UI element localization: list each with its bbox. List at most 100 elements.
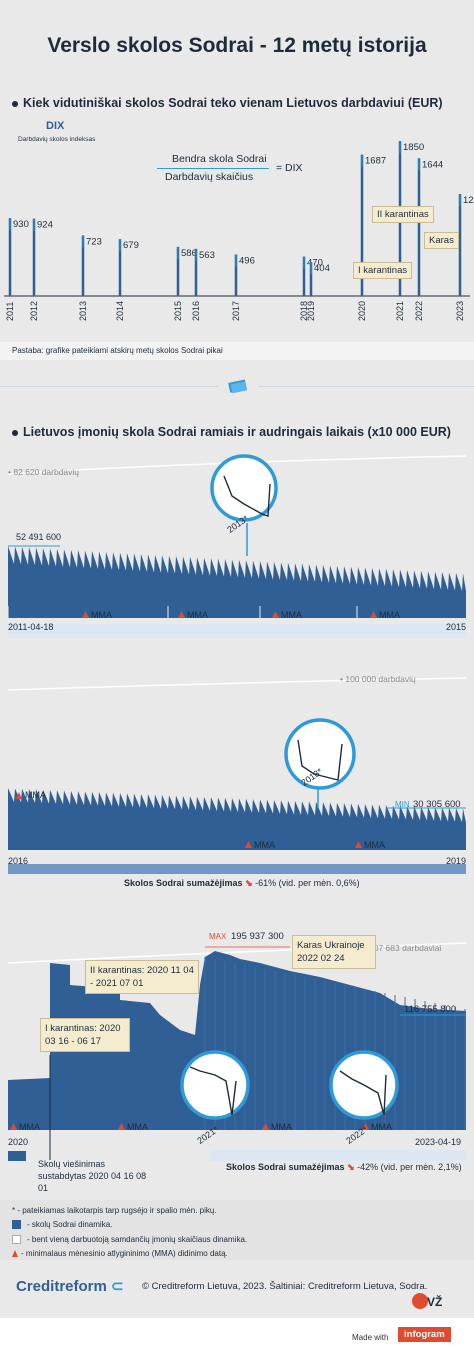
mma-marker — [272, 611, 279, 618]
dix-value-label: 1644 — [422, 159, 443, 170]
dix-year-label: 2022 — [414, 301, 424, 321]
dix-year-label: 2019 — [306, 301, 316, 321]
p2-inset-line — [297, 739, 343, 781]
formula-numerator: Bendra skola Sodrai — [172, 153, 267, 165]
mma-marker — [178, 611, 185, 618]
p1-debt-area — [8, 546, 466, 618]
legend-bg — [0, 1200, 474, 1260]
mma-marker — [355, 841, 362, 848]
p3-q2-box: II karantinas: 2020 11 04 - 2021 07 01 — [85, 960, 199, 994]
mma-marker — [262, 1123, 269, 1130]
vz-logo: VŽ — [410, 1290, 454, 1312]
p2-mma-start: MMA — [16, 790, 46, 800]
divider-right — [258, 386, 474, 387]
dix-value-label: 404 — [314, 263, 330, 274]
dix-year-label: 2021 — [395, 301, 405, 321]
divider-left — [0, 386, 218, 387]
p1-start-value: 52 491 600 — [16, 532, 62, 542]
mma-label: MMA — [187, 610, 208, 620]
p1-start-date: 2011-04-18 — [8, 622, 54, 632]
dix-bar-chart: 930 2011 924 2012 723 2013 679 2014 586 2015 563 20… — [4, 141, 474, 321]
p2-employer-line — [7, 677, 467, 691]
dix-value-label: 586 — [181, 248, 197, 259]
p3-inset1-line — [189, 1066, 237, 1116]
footer-credit: © Creditreform Lietuva, 2023. Šaltiniai:… — [142, 1281, 428, 1292]
p2-end-date: 2019 — [446, 856, 467, 866]
dix-value-label: 470 — [307, 258, 323, 269]
page-title: Verslo skolos Sodrai - 12 metų istorija — [47, 34, 427, 57]
p3-time-bar-start — [8, 1151, 26, 1161]
mma-label: MMA — [91, 610, 112, 620]
dix-value-label: 924 — [37, 220, 53, 231]
mma-label: MMA — [281, 610, 302, 620]
p3-max-tag: MAX — [209, 932, 227, 941]
note-bar — [0, 342, 474, 360]
p1-employer-line — [7, 455, 467, 475]
p2-decrease: Skolos Sodrai sumažėjimas ⬊ -61% (vid. p… — [124, 878, 360, 888]
legend-employers: - bent vieną darbuotoją samdančių įmonių… — [12, 1235, 247, 1245]
mma-label: MMA — [379, 610, 400, 620]
p3-decrease: Skolos Sodrai sumažėjimas ⬊ -42% (vid. p… — [226, 1162, 462, 1172]
p1-inset-line — [223, 475, 271, 517]
mma-label: MMA — [127, 1122, 148, 1132]
mma-marker — [245, 841, 252, 848]
legend-debt: - skolų Sodrai dinamika. — [12, 1220, 112, 1230]
p1-time-bar — [8, 624, 466, 638]
legend-mma: - minimalaus mėnesinio atlygininimo (MMA… — [12, 1249, 228, 1258]
footer-bar — [0, 1318, 474, 1352]
dix-year-label: 2014 — [115, 301, 125, 321]
mma-marker — [370, 611, 377, 618]
dix-year-label: 2013 — [78, 301, 88, 321]
debt-chart-2016-2019: MMA MMA — [7, 677, 467, 874]
event-q2: II karantinas — [372, 206, 434, 223]
mma-label: MMA — [254, 840, 275, 850]
formula-denominator: Darbdavių skaičius — [165, 171, 254, 183]
dix-year-label: 2017 — [231, 301, 241, 321]
formula-line — [157, 168, 269, 169]
p3-time-bar — [210, 1150, 466, 1161]
mma-marker — [82, 611, 89, 618]
p3-inset1 — [180, 1050, 250, 1120]
p3-q1-box: I karantinas: 2020 03 16 - 06 17 — [40, 1018, 130, 1052]
p3-max-value: 195 937 300 — [231, 931, 284, 942]
p2-inset — [284, 718, 356, 790]
mma-label: MMA — [371, 1122, 392, 1132]
dix-value-label: 723 — [86, 236, 102, 247]
dix-value-label: 1218 — [463, 195, 474, 206]
dix-year-label: 2015 — [173, 301, 183, 321]
dix-year-label: 2020 — [357, 301, 367, 321]
dix-value-label: 679 — [123, 240, 139, 251]
dix-value-label: 496 — [239, 255, 255, 266]
p3-inset2-line — [339, 1070, 387, 1116]
debt-chart-2020-2023: MMA MMA MMA MMA — [7, 942, 467, 1161]
p1-employers: • 82 620 darbdavių — [8, 467, 80, 477]
p2-min-tag: MIN — [395, 800, 410, 809]
dix-value-label: 1687 — [365, 156, 386, 167]
dix-year-label: 2012 — [29, 301, 39, 321]
mma-label: MMA — [364, 840, 385, 850]
infogram-link[interactable]: infogram — [398, 1327, 451, 1342]
creditreform-logo: Creditreform ⊂ — [16, 1278, 124, 1295]
p3-end-value: 116 755 800 — [404, 1004, 457, 1015]
dix-year-label: 2018 — [299, 301, 309, 321]
mma-marker — [10, 1123, 17, 1130]
p2-start-date: 2016 — [8, 856, 29, 866]
p2-time-bar — [8, 864, 466, 874]
dix-subtitle: Darbdavių skolos indeksas — [18, 136, 96, 143]
dix-year-label: 2023 — [455, 301, 465, 321]
svg-text:VŽ: VŽ — [427, 1294, 442, 1309]
p3-end-date: 2023-04-19 — [415, 1137, 462, 1147]
mma-marker — [118, 1123, 125, 1130]
dix-label: DIX — [46, 120, 65, 132]
p1-end-date: 2015 — [446, 622, 467, 632]
dix-year-label: 2011 — [5, 302, 15, 321]
p2-debt-area — [8, 788, 466, 850]
chart-note: Pastaba: grafike pateikiami atskirų metų… — [12, 346, 223, 355]
dix-value-label: 930 — [13, 219, 29, 230]
legend-note: * - pateikiamas laikotarpis tarp rugsėjo… — [12, 1206, 217, 1215]
dix-year-label: 2016 — [191, 301, 201, 321]
p2-employers: • 100 000 darbdavių — [340, 674, 416, 684]
event-q1: I karantinas — [353, 262, 413, 279]
mma-marker — [362, 1123, 369, 1130]
section2-heading: Lietuvos įmonių skola Sodrai ramiais ir … — [12, 425, 472, 439]
